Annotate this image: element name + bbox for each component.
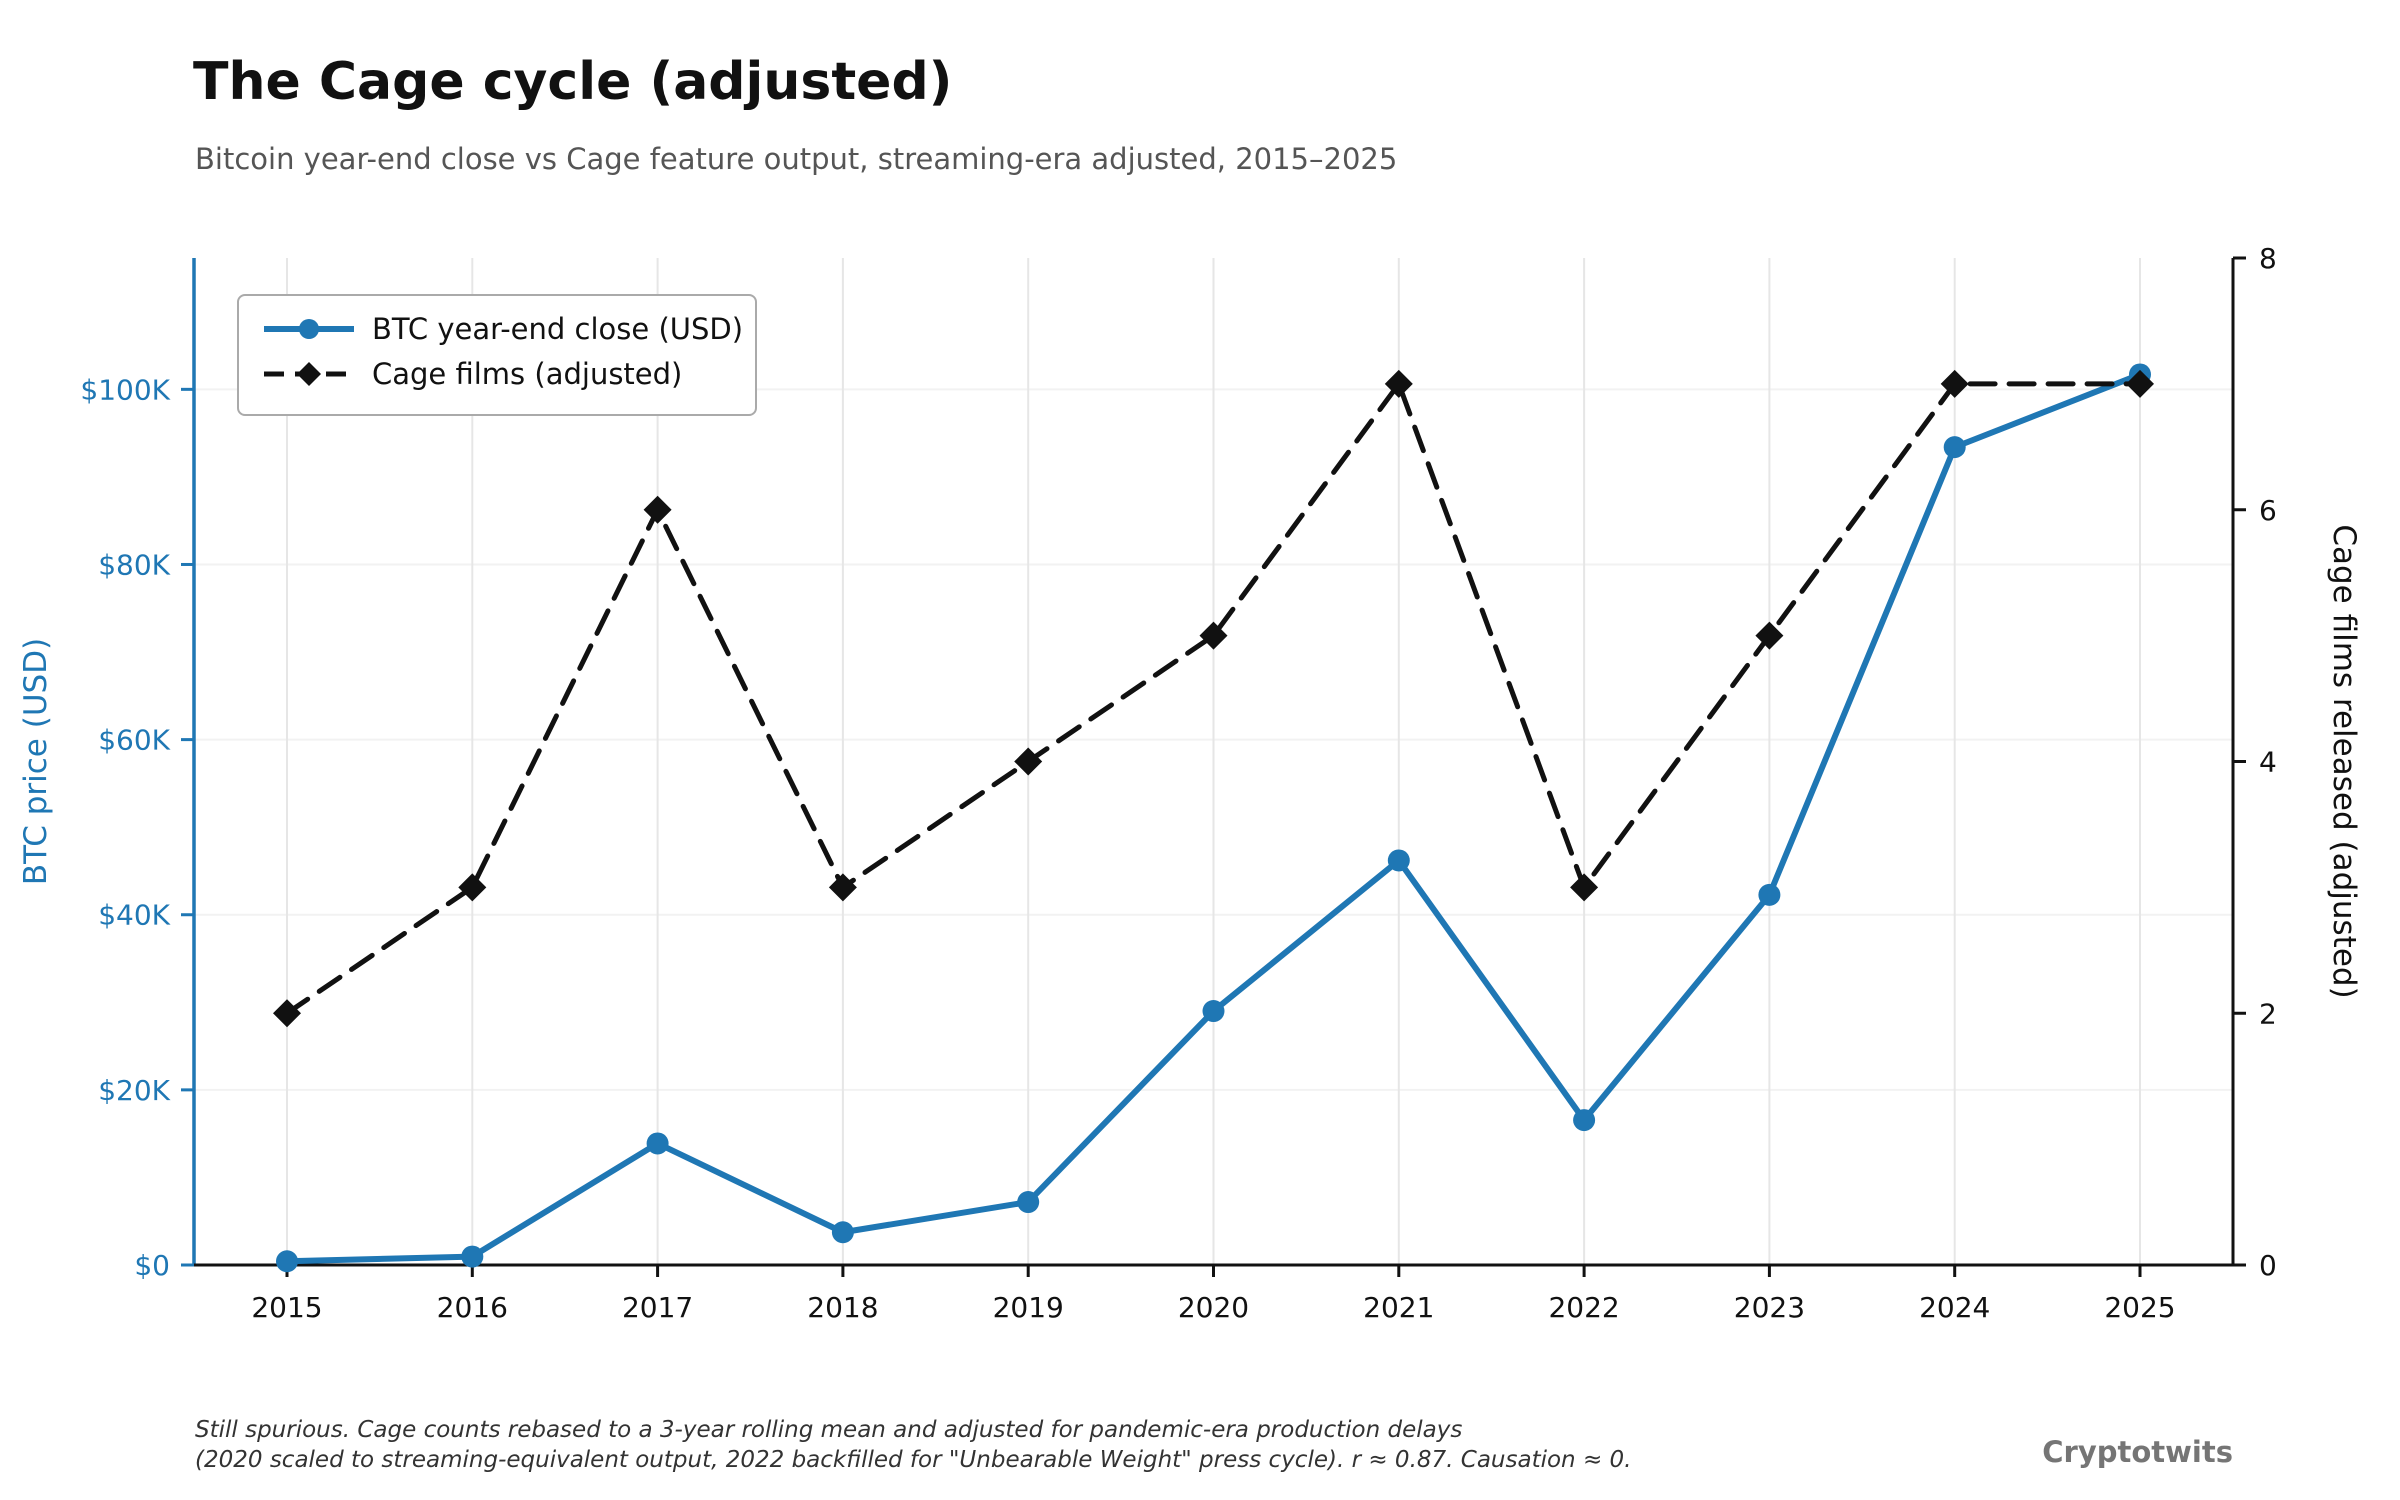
footnote-line-1: Still spurious. Cage counts rebased to a…: [195, 1417, 1463, 1443]
svg-text:$60K: $60K: [98, 724, 170, 757]
cage-series: [273, 369, 2154, 1028]
x-axis: 2015 2016 2017 2018 2019 2020 2021 2022 2023 2024…: [251, 1265, 2176, 1324]
svg-text:2022: 2022: [1548, 1291, 1619, 1324]
svg-text:2015: 2015: [251, 1291, 322, 1324]
brand-watermark: Cryptotwits: [2042, 1435, 2233, 1469]
svg-text:$20K: $20K: [98, 1074, 170, 1107]
left-axis: $0 $20K $40K $60K $80K $100K BTC price (USD): [18, 373, 194, 1282]
svg-text:2017: 2017: [622, 1291, 693, 1324]
svg-text:2024: 2024: [1919, 1291, 1990, 1324]
svg-text:2023: 2023: [1734, 1291, 1805, 1324]
svg-text:$100K: $100K: [80, 373, 170, 406]
svg-text:4: 4: [2259, 746, 2277, 779]
svg-text:2025: 2025: [2104, 1291, 2175, 1324]
legend-label: Cage films (adjusted): [372, 357, 682, 391]
left-axis-label: BTC price (USD): [18, 638, 54, 885]
chart-legend: BTC year-end close (USD) Cage films (adju…: [237, 294, 757, 416]
footnote-line-2: (2020 scaled to streaming-equivalent out…: [195, 1447, 1632, 1473]
svg-text:2016: 2016: [437, 1291, 508, 1324]
right-axis: 0 2 4 6 8 Cage films released (adjusted): [2233, 242, 2362, 1282]
svg-text:2: 2: [2259, 997, 2277, 1030]
legend-label: BTC year-end close (USD): [372, 312, 743, 346]
svg-text:0: 0: [2259, 1249, 2277, 1282]
page-subtitle: Bitcoin year-end close vs Cage feature o…: [195, 142, 1398, 176]
svg-text:$80K: $80K: [98, 548, 170, 581]
page-title: The Cage cycle (adjusted): [193, 52, 953, 112]
svg-text:2018: 2018: [807, 1291, 878, 1324]
svg-text:2021: 2021: [1363, 1291, 1434, 1324]
svg-text:2020: 2020: [1178, 1291, 1249, 1324]
right-axis-label: Cage films released (adjusted): [2326, 524, 2362, 998]
svg-text:2019: 2019: [993, 1291, 1064, 1324]
svg-text:6: 6: [2259, 494, 2277, 527]
svg-text:$40K: $40K: [98, 899, 170, 932]
chart-footnote: Still spurious. Cage counts rebased to a…: [195, 1415, 1631, 1475]
svg-text:8: 8: [2259, 242, 2277, 275]
btc-series: [276, 363, 2151, 1273]
svg-text:$0: $0: [134, 1249, 170, 1282]
